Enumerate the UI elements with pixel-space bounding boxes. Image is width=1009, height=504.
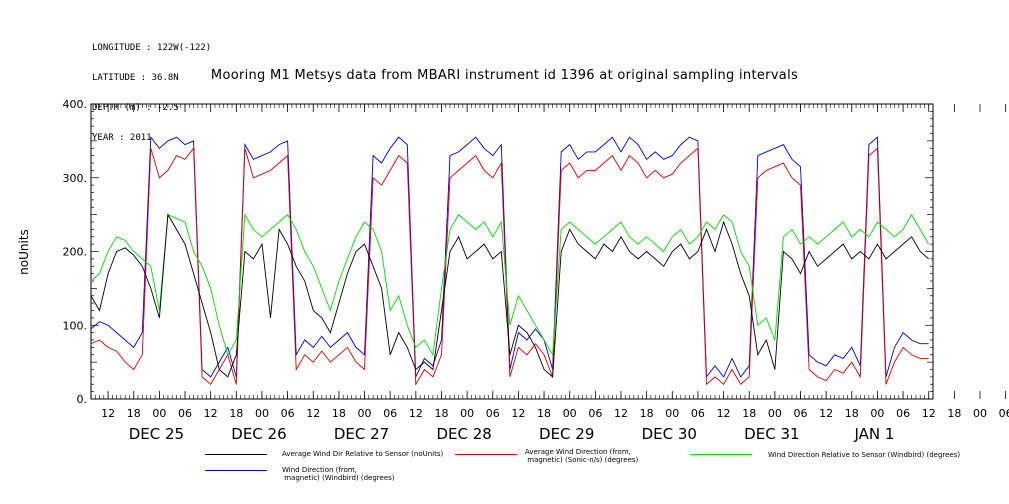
x-tick-label: 18 [947,407,961,420]
x-tick-label: 18 [434,407,448,420]
x-tick-label: 18 [537,407,551,420]
series-line-0 [91,213,929,378]
x-tick-label: 00 [152,407,166,420]
x-tick-label: 00 [870,407,884,420]
y-tick-label: 300. [63,172,88,185]
longitude-text: LONGITUDE : 122W(-122) [92,43,212,53]
x-tick-label: 12 [922,407,936,420]
x-tick-label: 00 [768,407,782,420]
x-tick-label: 12 [204,407,218,420]
y-tick-label: 0. [77,393,88,406]
legend-swatch-black [205,454,267,455]
x-tick-label: 18 [640,407,654,420]
plot-frame [90,103,934,400]
x-day-label: DEC 30 [642,425,697,443]
x-tick-label: 06 [691,407,705,420]
x-tick-label: 06 [588,407,602,420]
chart-title: Mooring M1 Metsys data from MBARI instru… [210,68,799,83]
x-day-label: DEC 31 [744,425,799,443]
legend-swatch-blue [205,470,267,471]
x-day-label: DEC 26 [231,425,286,443]
x-tick-label: 18 [742,407,756,420]
legend-label-black: Average Wind Dir Relative to Sensor (noU… [282,450,444,458]
x-tick-label: 12 [614,407,628,420]
x-tick-label: 06 [896,407,910,420]
year-text: YEAR : 2011 [92,133,152,143]
x-tick-label: 00 [665,407,679,420]
x-day-label: DEC 28 [436,425,491,443]
x-tick-label: 00 [358,407,372,420]
x-tick-label: 12 [306,407,320,420]
x-tick-label: 06 [999,407,1009,420]
x-tick-label: 12 [101,407,115,420]
series-line-3 [91,135,929,379]
x-tick-label: 18 [845,407,859,420]
x-tick-label: 00 [973,407,987,420]
x-tick-label: 06 [178,407,192,420]
x-tick-label: 06 [486,407,500,420]
x-day-label: DEC 27 [334,425,389,443]
latitude-text: LATITUDE : 36.8N [92,73,179,83]
legend-label-red: Average Wind Direction (from, magnetic) … [525,448,639,464]
legend-label-green: Wind Direction Relative to Sensor (Windb… [768,451,961,459]
x-day-label: DEC 25 [129,425,184,443]
x-tick-label: 00 [563,407,577,420]
series-line-1 [91,147,929,386]
x-tick-label: 06 [794,407,808,420]
x-day-label: DEC 29 [539,425,594,443]
x-tick-label: 06 [281,407,295,420]
x-tick-label: 12 [409,407,423,420]
legend-swatch-red [455,454,517,455]
series-line-2 [91,213,930,357]
y-tick-label: 200. [63,246,88,259]
x-tick-label: 00 [255,407,269,420]
x-tick-label: 12 [819,407,833,420]
x-tick-label: 06 [383,407,397,420]
x-tick-label: 18 [127,407,141,420]
x-tick-label: 18 [229,407,243,420]
x-tick-label: 00 [460,407,474,420]
x-tick-label: 18 [332,407,346,420]
legend-swatch-green [690,454,752,455]
legend-label-blue: Wind Direction (from, magnetic) (Windbir… [282,466,395,482]
y-tick-label: 100. [63,319,88,332]
x-tick-label: 12 [717,407,731,420]
y-tick-label: 400. [63,98,88,111]
x-day-label: JAN 1 [853,425,894,443]
x-tick-label: 12 [511,407,525,420]
